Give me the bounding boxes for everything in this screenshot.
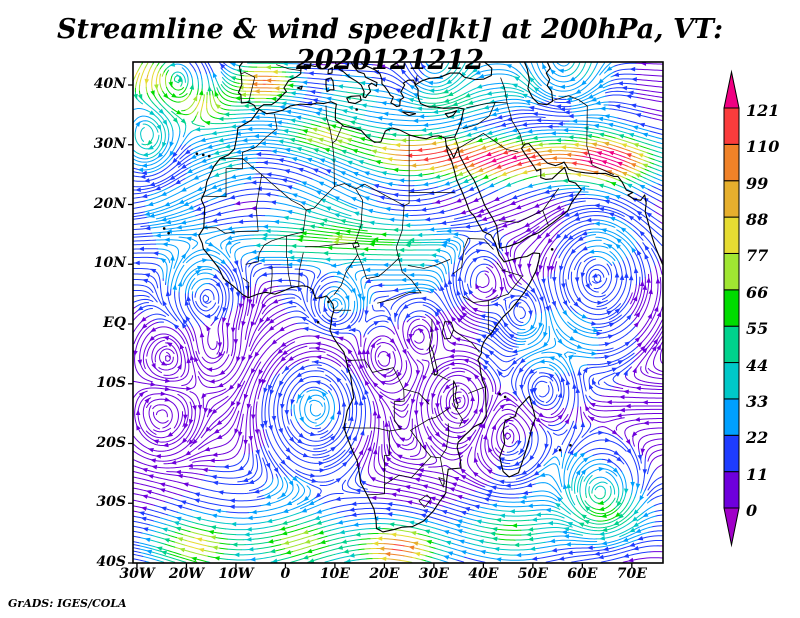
colorbar-level-label: 121 (746, 101, 780, 120)
lon-tick-label: 70E (616, 566, 647, 582)
colorbar-level-label: 11 (746, 464, 769, 484)
lat-tick-label: 20S (96, 434, 126, 451)
lat-tick-label: 30S (96, 494, 126, 511)
lon-tick-label: 30E (418, 566, 449, 582)
lat-tick-label: 20N (93, 195, 126, 212)
colorbar-level-label: 55 (746, 319, 769, 339)
colorbar-level-label: 44 (746, 355, 769, 375)
lat-tick-label: 30N (93, 135, 126, 152)
colorbar-level-label: 66 (746, 282, 769, 302)
colorbar-level-label: 22 (746, 428, 769, 448)
lat-tick-label: EQ (103, 315, 126, 331)
grads-credit: GrADS: IGES/COLA (8, 597, 127, 610)
lon-tick-label: 60E (567, 566, 598, 582)
lon-tick-label: 50E (517, 566, 548, 582)
colorbar-level-label: 99 (746, 173, 769, 193)
lat-tick-label: 40N (93, 76, 126, 92)
lat-tick-label: 10S (96, 374, 126, 391)
lon-tick-label: 40E (468, 566, 499, 582)
colorbar-level-label: 110 (746, 137, 780, 157)
lon-tick-label: 10W (218, 566, 254, 582)
chart-title: Streamline & wind speed[kt] at 200hPa, V… (56, 14, 724, 76)
colorbar-level-label: 0 (746, 501, 758, 520)
lon-tick-label: 10E (319, 566, 350, 582)
lat-tick-label: 40S (96, 554, 126, 570)
lat-tick-label: 10N (93, 255, 126, 272)
lon-tick-label: 0 (280, 566, 291, 582)
colorbar-level-label: 88 (746, 210, 769, 230)
lon-tick-label: 30W (119, 566, 155, 582)
colorbar-level-label: 33 (746, 391, 769, 411)
colorbar-level-label: 77 (746, 246, 769, 266)
lon-tick-label: 20W (168, 566, 205, 582)
lon-tick-label: 20E (369, 566, 400, 582)
